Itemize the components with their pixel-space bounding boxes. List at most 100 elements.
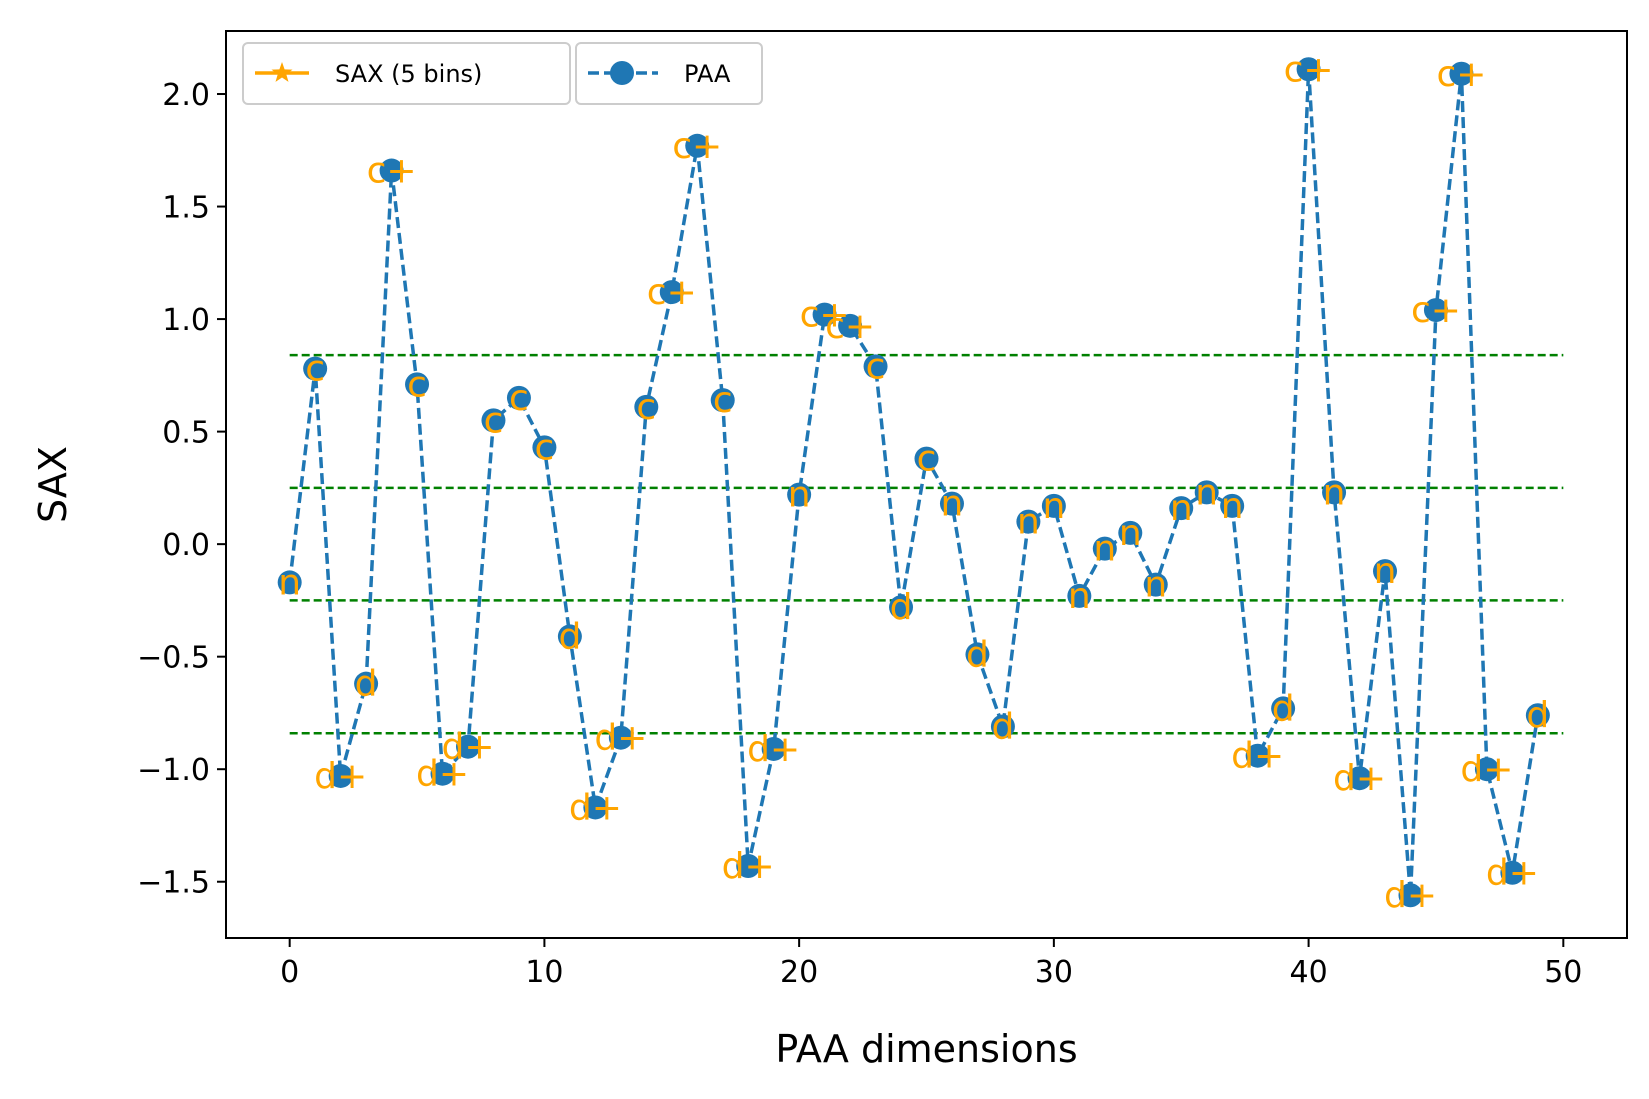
sax-symbol-label: d — [558, 616, 581, 657]
y-tick-label: −0.5 — [137, 641, 210, 676]
paa-point — [583, 795, 608, 820]
sax-symbol-label: d+ — [569, 787, 622, 828]
sax-symbol-label: d+ — [1460, 749, 1513, 790]
paa-point — [634, 394, 659, 419]
paa-point — [838, 313, 863, 338]
paa-point — [914, 446, 939, 471]
paa-point — [328, 763, 353, 788]
sax-symbol-label: n — [1195, 472, 1218, 513]
paa-point — [608, 725, 633, 750]
paa-point — [965, 642, 990, 667]
y-tick-label: 0.0 — [162, 528, 210, 563]
sax-symbol-label: c — [484, 400, 504, 441]
paa-point — [430, 761, 455, 786]
legend-label: SAX (5 bins) — [335, 60, 482, 88]
paa-point — [1245, 743, 1270, 768]
sax-symbol-label: c — [407, 364, 427, 405]
sax-symbol-label: d+ — [1486, 853, 1539, 894]
paa-point — [1092, 536, 1117, 561]
x-axis-title: PAA dimensions — [775, 1027, 1077, 1071]
paa-point — [1271, 696, 1296, 721]
legend: SAX (5 bins) PAA — [242, 42, 763, 105]
sax-symbol-label: c+ — [367, 151, 417, 192]
paa-point — [277, 570, 302, 595]
paa-point — [761, 736, 786, 761]
paa-point — [1474, 757, 1499, 782]
sax-symbol-label: d+ — [747, 729, 800, 770]
paa-point — [1194, 480, 1219, 505]
sax-symbol-labels: ncd+dc+cd+d+cccdd+d+cc+c+cd+d+nc+c+cdcnd… — [278, 49, 1549, 916]
sax-symbol-label: n — [278, 562, 301, 603]
sax-symbol-label: n — [1042, 486, 1065, 527]
paa-point — [1449, 61, 1474, 86]
paa-point — [1322, 480, 1347, 505]
legend-box — [575, 42, 763, 105]
paa-point — [354, 671, 379, 696]
sax-symbol-label: d+ — [1231, 736, 1284, 777]
sax-symbol-label: n — [1221, 486, 1244, 527]
paa-point — [303, 356, 328, 381]
sax-symbol-label: d+ — [722, 846, 775, 887]
y-tick-label: −1.5 — [137, 866, 210, 901]
sax-symbol-label: c — [305, 349, 325, 390]
paa-point — [1423, 298, 1448, 323]
paa-point — [506, 385, 531, 410]
sax-symbol-label: d — [991, 706, 1014, 747]
paa-point — [939, 491, 964, 516]
paa-point — [557, 624, 582, 649]
sax-symbol-label: c+ — [672, 126, 722, 167]
sax-symbol-label: n — [1119, 513, 1142, 554]
paa-point — [481, 408, 506, 433]
x-tick-label: 0 — [280, 955, 299, 990]
sax-symbol-label: d — [1526, 695, 1549, 736]
paa-point — [1067, 583, 1092, 608]
paa-point — [710, 388, 735, 413]
paa-point — [863, 354, 888, 379]
paa-point — [1398, 883, 1423, 908]
y-axis-ticks: −1.5 −1.0 −0.5 0.0 0.5 1.0 1.5 2.0 — [137, 78, 226, 901]
x-tick-label: 10 — [525, 955, 563, 990]
sax-symbol-label: n — [1323, 472, 1346, 513]
paa-point — [889, 595, 914, 620]
paa-point — [379, 158, 404, 183]
paa-point — [685, 133, 710, 158]
sax-symbol-label: d+ — [1333, 758, 1386, 799]
sax-symbol-label: c+ — [1411, 290, 1461, 331]
circle-marker-icon — [610, 61, 634, 85]
sax-symbol-label: n — [1093, 529, 1116, 570]
sax-symbol-label: d — [355, 664, 378, 705]
y-tick-label: 1.5 — [162, 191, 210, 226]
sax-symbol-label: d — [1272, 688, 1295, 729]
paa-point — [532, 435, 557, 460]
paa-point — [787, 482, 812, 507]
legend-entry: PAA — [575, 42, 763, 105]
sax-symbol-label: n — [1017, 502, 1040, 543]
sax-symbol-label: d+ — [441, 727, 494, 768]
y-tick-label: 2.0 — [162, 78, 210, 113]
sax-symbol-label: d — [890, 587, 913, 628]
sax-symbol-label: c — [917, 439, 937, 480]
paa-point — [1041, 493, 1066, 518]
x-tick-label: 50 — [1544, 955, 1582, 990]
paa-point — [736, 853, 761, 878]
sax-symbol-label: c — [509, 378, 529, 419]
x-axis-ticks: 0 10 20 30 40 50 — [280, 938, 1582, 990]
x-tick-label: 40 — [1289, 955, 1327, 990]
paa-point — [812, 302, 837, 327]
paa-series — [277, 57, 1550, 908]
paa-point — [1118, 520, 1143, 545]
sax-symbol-label: d+ — [1384, 875, 1437, 916]
plot-frame — [225, 30, 1628, 939]
y-axis-title: SAX — [31, 446, 75, 523]
paa-point — [1143, 572, 1168, 597]
sax-symbol-label: c — [866, 346, 886, 387]
paa-point — [1347, 766, 1372, 791]
paa-point — [455, 734, 480, 759]
paa-point — [1373, 559, 1398, 584]
paa-point — [405, 372, 430, 397]
sax-symbol-label: d+ — [594, 718, 647, 759]
sax-symbol-label: c+ — [800, 295, 850, 336]
paa-point — [1016, 509, 1041, 534]
star-marker-icon — [271, 62, 293, 82]
